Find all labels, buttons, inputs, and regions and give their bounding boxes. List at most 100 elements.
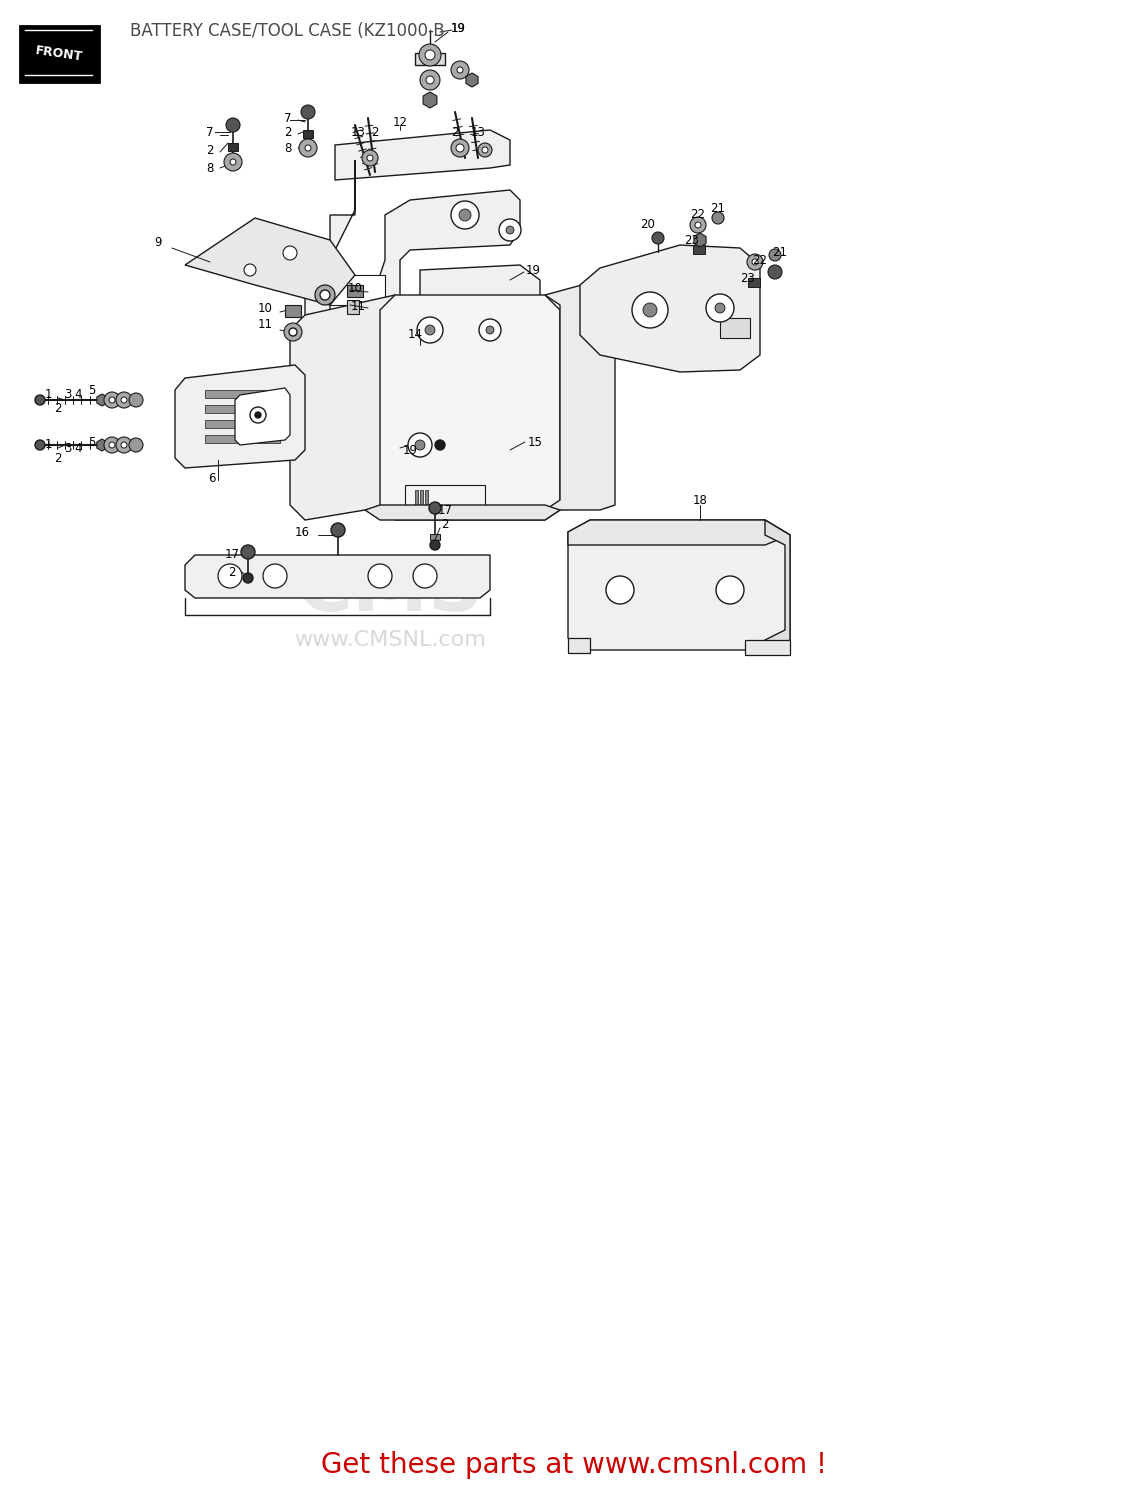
Bar <box>205 420 280 428</box>
Text: 5: 5 <box>88 436 95 450</box>
Circle shape <box>408 433 432 457</box>
Text: 1: 1 <box>45 438 52 452</box>
Circle shape <box>425 50 435 60</box>
Polygon shape <box>290 296 410 520</box>
Circle shape <box>419 44 441 66</box>
Text: 4: 4 <box>75 388 82 402</box>
Bar <box>205 435 280 442</box>
Circle shape <box>263 564 287 588</box>
Bar <box>420 490 422 508</box>
Circle shape <box>230 159 236 165</box>
Circle shape <box>715 303 726 313</box>
Text: 2: 2 <box>441 519 449 531</box>
Circle shape <box>413 564 437 588</box>
Text: 2: 2 <box>228 566 235 579</box>
Bar <box>228 142 238 152</box>
Circle shape <box>690 217 706 232</box>
Circle shape <box>104 392 121 408</box>
Circle shape <box>695 222 701 228</box>
Bar <box>748 278 760 286</box>
Circle shape <box>129 438 144 452</box>
Bar <box>303 130 313 138</box>
Text: 11: 11 <box>257 318 272 332</box>
Circle shape <box>289 328 297 336</box>
Polygon shape <box>693 232 706 248</box>
Circle shape <box>478 142 492 158</box>
Circle shape <box>479 320 501 340</box>
Circle shape <box>255 413 261 419</box>
Text: 16: 16 <box>295 525 310 538</box>
Polygon shape <box>466 74 478 87</box>
Text: 15: 15 <box>528 435 543 448</box>
Text: 10: 10 <box>348 282 363 294</box>
Text: 12: 12 <box>393 116 408 129</box>
Polygon shape <box>235 388 290 445</box>
Circle shape <box>129 393 144 406</box>
Circle shape <box>301 105 315 118</box>
Polygon shape <box>96 394 107 406</box>
Text: 11: 11 <box>350 300 365 312</box>
Circle shape <box>426 76 434 84</box>
Text: 22: 22 <box>690 209 706 222</box>
Circle shape <box>121 442 127 448</box>
Circle shape <box>331 524 346 537</box>
Bar <box>347 285 363 297</box>
Circle shape <box>362 150 378 166</box>
Text: FRONT: FRONT <box>34 44 84 64</box>
Bar <box>405 484 484 507</box>
Circle shape <box>425 326 435 334</box>
Polygon shape <box>174 364 305 468</box>
Polygon shape <box>335 130 510 180</box>
Text: 20: 20 <box>641 219 656 231</box>
Polygon shape <box>568 520 790 544</box>
Polygon shape <box>765 520 790 650</box>
Circle shape <box>315 285 335 304</box>
Text: 7: 7 <box>207 126 214 140</box>
Text: 19: 19 <box>403 444 418 456</box>
Circle shape <box>499 219 521 242</box>
Circle shape <box>752 260 758 266</box>
Bar <box>329 274 385 304</box>
Circle shape <box>116 392 132 408</box>
Circle shape <box>451 62 470 80</box>
Text: BATTERY CASE/TOOL CASE (KZ1000-B: BATTERY CASE/TOOL CASE (KZ1000-B <box>130 22 444 40</box>
Text: 17: 17 <box>225 549 240 561</box>
Circle shape <box>451 140 470 158</box>
Polygon shape <box>185 555 490 598</box>
Bar <box>745 640 790 656</box>
Bar <box>430 534 440 540</box>
Text: 21: 21 <box>773 246 788 258</box>
Circle shape <box>218 564 242 588</box>
Circle shape <box>456 144 464 152</box>
Text: 2: 2 <box>285 126 292 140</box>
Circle shape <box>429 503 441 515</box>
Circle shape <box>224 153 242 171</box>
Text: 5: 5 <box>88 384 95 396</box>
Circle shape <box>482 147 488 153</box>
Bar <box>568 638 590 652</box>
Circle shape <box>420 70 440 90</box>
Text: 2: 2 <box>451 126 459 138</box>
Circle shape <box>486 326 494 334</box>
Circle shape <box>417 316 443 344</box>
Circle shape <box>121 398 127 404</box>
Circle shape <box>633 292 668 328</box>
Circle shape <box>706 294 734 322</box>
Circle shape <box>430 540 440 550</box>
Circle shape <box>226 118 240 132</box>
Circle shape <box>768 266 782 279</box>
Text: 18: 18 <box>692 494 707 507</box>
Circle shape <box>506 226 514 234</box>
Text: 8: 8 <box>285 141 292 154</box>
Bar <box>285 304 301 316</box>
Polygon shape <box>580 244 760 372</box>
Circle shape <box>459 209 471 220</box>
Circle shape <box>712 211 724 223</box>
Circle shape <box>716 576 744 604</box>
Bar <box>720 318 750 338</box>
Circle shape <box>104 436 121 453</box>
Text: 19: 19 <box>526 264 541 276</box>
Text: 7: 7 <box>285 111 292 125</box>
Polygon shape <box>568 520 790 650</box>
Circle shape <box>747 254 763 270</box>
